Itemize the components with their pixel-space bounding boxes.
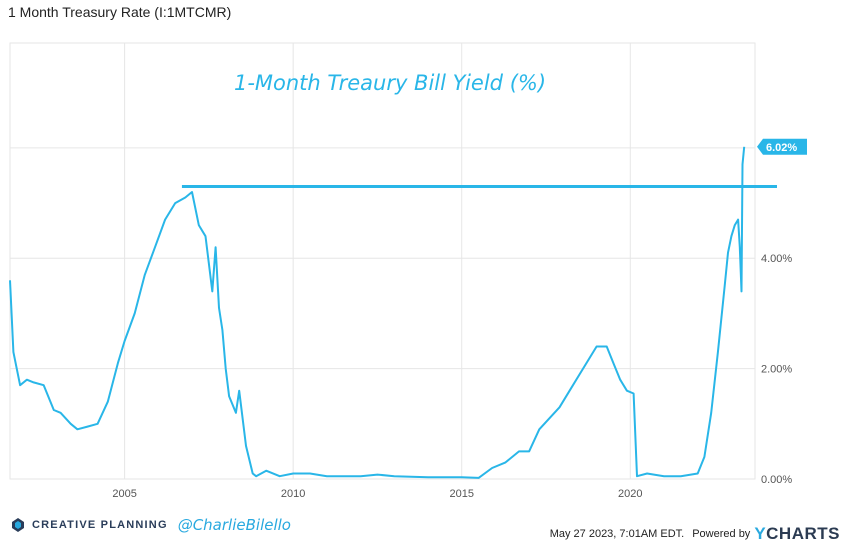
brand-name: CREATIVE PLANNING (32, 519, 168, 531)
footer-right: May 27 2023, 7:01AM EDT. Powered by YCHA… (550, 524, 840, 544)
chart-annotation: 1-Month Treaury Bill Yield (%) (234, 71, 546, 95)
chart-title: 1 Month Treasury Rate (I:1MTCMR) (8, 4, 232, 20)
timestamp: May 27 2023, 7:01AM EDT. (549, 528, 685, 540)
series-line (9, 146, 746, 479)
author-handle: @CharlieBilello (177, 516, 291, 534)
creative-planning-logo-icon (12, 518, 24, 532)
powered-by-label: Powered by (692, 528, 751, 540)
ycharts-logo-y: Y (754, 524, 767, 543)
x-tick-label: 2015 (449, 488, 473, 500)
y-tick-label: 0.00% (761, 474, 792, 486)
footer-left: CREATIVE PLANNING @CharlieBilello (10, 516, 291, 534)
grid (9, 42, 756, 480)
ycharts-logo-rest: CHARTS (766, 524, 840, 543)
x-axis: 2005 2010 2015 2020 (112, 488, 642, 500)
x-tick-label: 2010 (281, 488, 305, 500)
plot-frame (9, 42, 756, 480)
x-tick-label: 2005 (112, 488, 136, 500)
last-value-badge-bg (757, 138, 807, 155)
last-value-badge: 6.02% (757, 138, 807, 155)
ycharts-logo: YCHARTS (754, 524, 840, 544)
y-tick-label: 4.00% (761, 253, 792, 265)
y-axis: 0.00% 2.00% 4.00% (761, 253, 792, 486)
x-tick-label: 2020 (618, 488, 642, 500)
last-value-label: 6.02% (766, 142, 797, 154)
y-tick-label: 2.00% (761, 364, 792, 376)
